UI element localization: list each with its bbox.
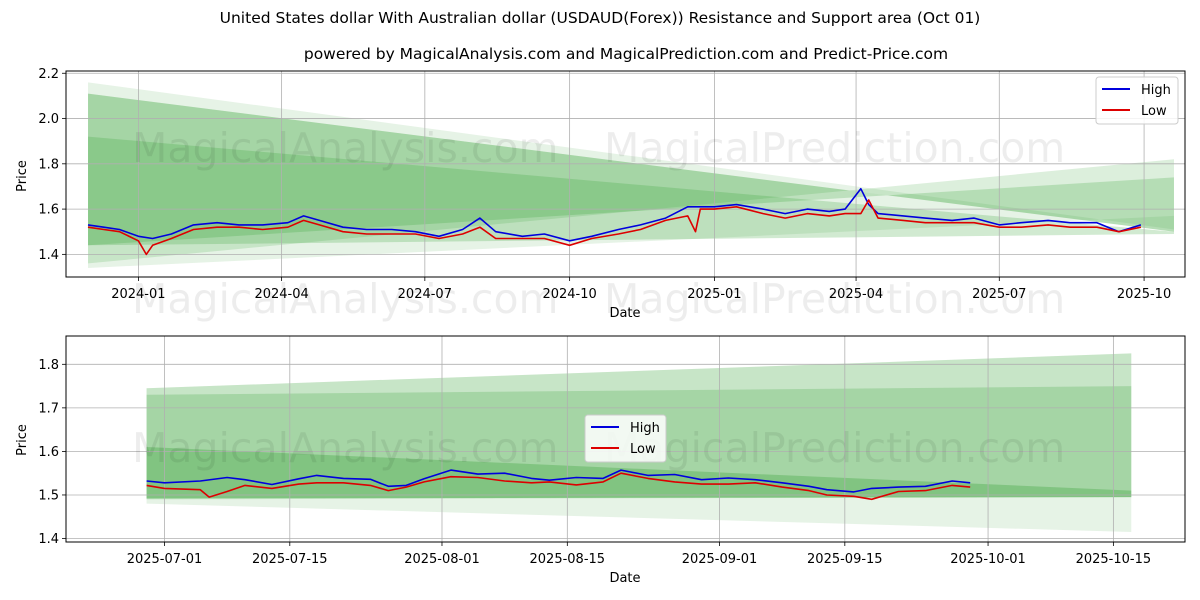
top-y-tick-label: 2.0 xyxy=(38,112,59,127)
top-legend-high-label: High xyxy=(1141,83,1171,98)
bottom-high-line xyxy=(146,469,971,493)
bottom-axes-frame xyxy=(65,335,1186,543)
top-x-tick-label: 2024-10 xyxy=(542,287,596,302)
top-x-tick-label: 2025-04 xyxy=(829,287,883,302)
bottom-legend-low-label: Low xyxy=(630,442,656,457)
bottom-x-tick-label: 2025-08-01 xyxy=(404,552,480,567)
bottom-x-tick-label: 2025-10-01 xyxy=(950,552,1026,567)
bottom-x-axis-label: Date xyxy=(609,571,640,586)
top-watermarks: MagicalAnalysis.com MagicalPrediction.co… xyxy=(132,124,1065,172)
top-x-tick-label: 2024-07 xyxy=(398,287,452,302)
watermark-prediction: MagicalPrediction.com xyxy=(604,124,1065,172)
top-legend: High Low xyxy=(1095,76,1179,125)
bottom-low-line xyxy=(146,472,971,501)
bottom-y-tick-label: 1.7 xyxy=(38,401,59,416)
bottom-watermarks: MagicalAnalysis.com MagicalPrediction.co… xyxy=(132,275,1065,472)
top-grid xyxy=(66,71,1185,277)
bottom-x-tick-label: 2025-07-01 xyxy=(127,552,203,567)
watermark-prediction-bottom: MagicalPrediction.com xyxy=(604,424,1065,472)
top-x-ticks: 2024-01 2024-04 2024-07 2024-10 2025-01 2025-… xyxy=(111,277,1171,302)
bottom-y-tick-label: 1.6 xyxy=(38,445,59,460)
chart-title: United States dollar With Australian dol… xyxy=(219,9,981,27)
bottom-x-tick-label: 2025-07-15 xyxy=(252,552,328,567)
top-axes-frame xyxy=(65,70,1186,278)
top-high-line xyxy=(87,187,1142,242)
top-band-1 xyxy=(88,82,1174,268)
bottom-chart: MagicalAnalysis.com MagicalPrediction.co… xyxy=(15,275,1186,586)
bottom-lines xyxy=(146,469,971,501)
top-y-ticks: 1.4 1.6 1.8 2.0 2.2 xyxy=(38,67,66,263)
bottom-x-ticks: 2025-07-01 2025-07-15 2025-08-01 2025-08-15… xyxy=(127,542,1151,567)
top-y-tick-label: 1.4 xyxy=(38,248,59,263)
watermark-prediction-mid: MagicalPrediction.com xyxy=(604,275,1065,323)
bottom-y-tick-label: 1.4 xyxy=(38,532,59,547)
top-y-axis-label: Price xyxy=(15,160,30,192)
bottom-x-tick-label: 2025-09-15 xyxy=(807,552,883,567)
top-x-axis-label: Date xyxy=(609,306,640,321)
top-low-line xyxy=(87,199,1142,256)
top-y-tick-label: 1.6 xyxy=(38,203,59,218)
top-x-tick-label: 2025-07 xyxy=(972,287,1026,302)
bottom-legend: High Low xyxy=(584,414,667,463)
top-bands xyxy=(88,82,1174,268)
bottom-y-tick-label: 1.5 xyxy=(38,488,59,503)
top-legend-low-label: Low xyxy=(1141,104,1167,119)
top-x-tick-label: 2024-04 xyxy=(254,287,308,302)
top-band-3 xyxy=(88,93,1174,246)
top-x-tick-label: 2024-01 xyxy=(111,287,165,302)
bottom-x-tick-label: 2025-09-01 xyxy=(682,552,758,567)
bottom-x-tick-label: 2025-10-15 xyxy=(1076,552,1152,567)
top-x-tick-label: 2025-01 xyxy=(687,287,741,302)
top-chart: MagicalAnalysis.com MagicalPrediction.co… xyxy=(15,67,1186,321)
bottom-y-ticks: 1.4 1.5 1.6 1.7 1.8 xyxy=(38,358,66,547)
bottom-y-axis-label: Price xyxy=(15,424,30,456)
chart-subtitle: powered by MagicalAnalysis.com and Magic… xyxy=(303,45,949,63)
watermark-analysis-bottom: MagicalAnalysis.com xyxy=(132,424,559,472)
watermark-analysis: MagicalAnalysis.com xyxy=(132,124,559,172)
top-x-tick-label: 2025-10 xyxy=(1117,287,1171,302)
bottom-x-tick-label: 2025-08-15 xyxy=(530,552,606,567)
bottom-y-tick-label: 1.8 xyxy=(38,358,59,373)
watermark-analysis-mid: MagicalAnalysis.com xyxy=(132,275,559,323)
top-y-tick-label: 1.8 xyxy=(38,157,59,172)
top-band-2 xyxy=(88,93,1174,264)
bottom-legend-high-label: High xyxy=(630,421,660,436)
top-y-tick-label: 2.2 xyxy=(38,67,59,82)
top-lines xyxy=(87,187,1142,256)
